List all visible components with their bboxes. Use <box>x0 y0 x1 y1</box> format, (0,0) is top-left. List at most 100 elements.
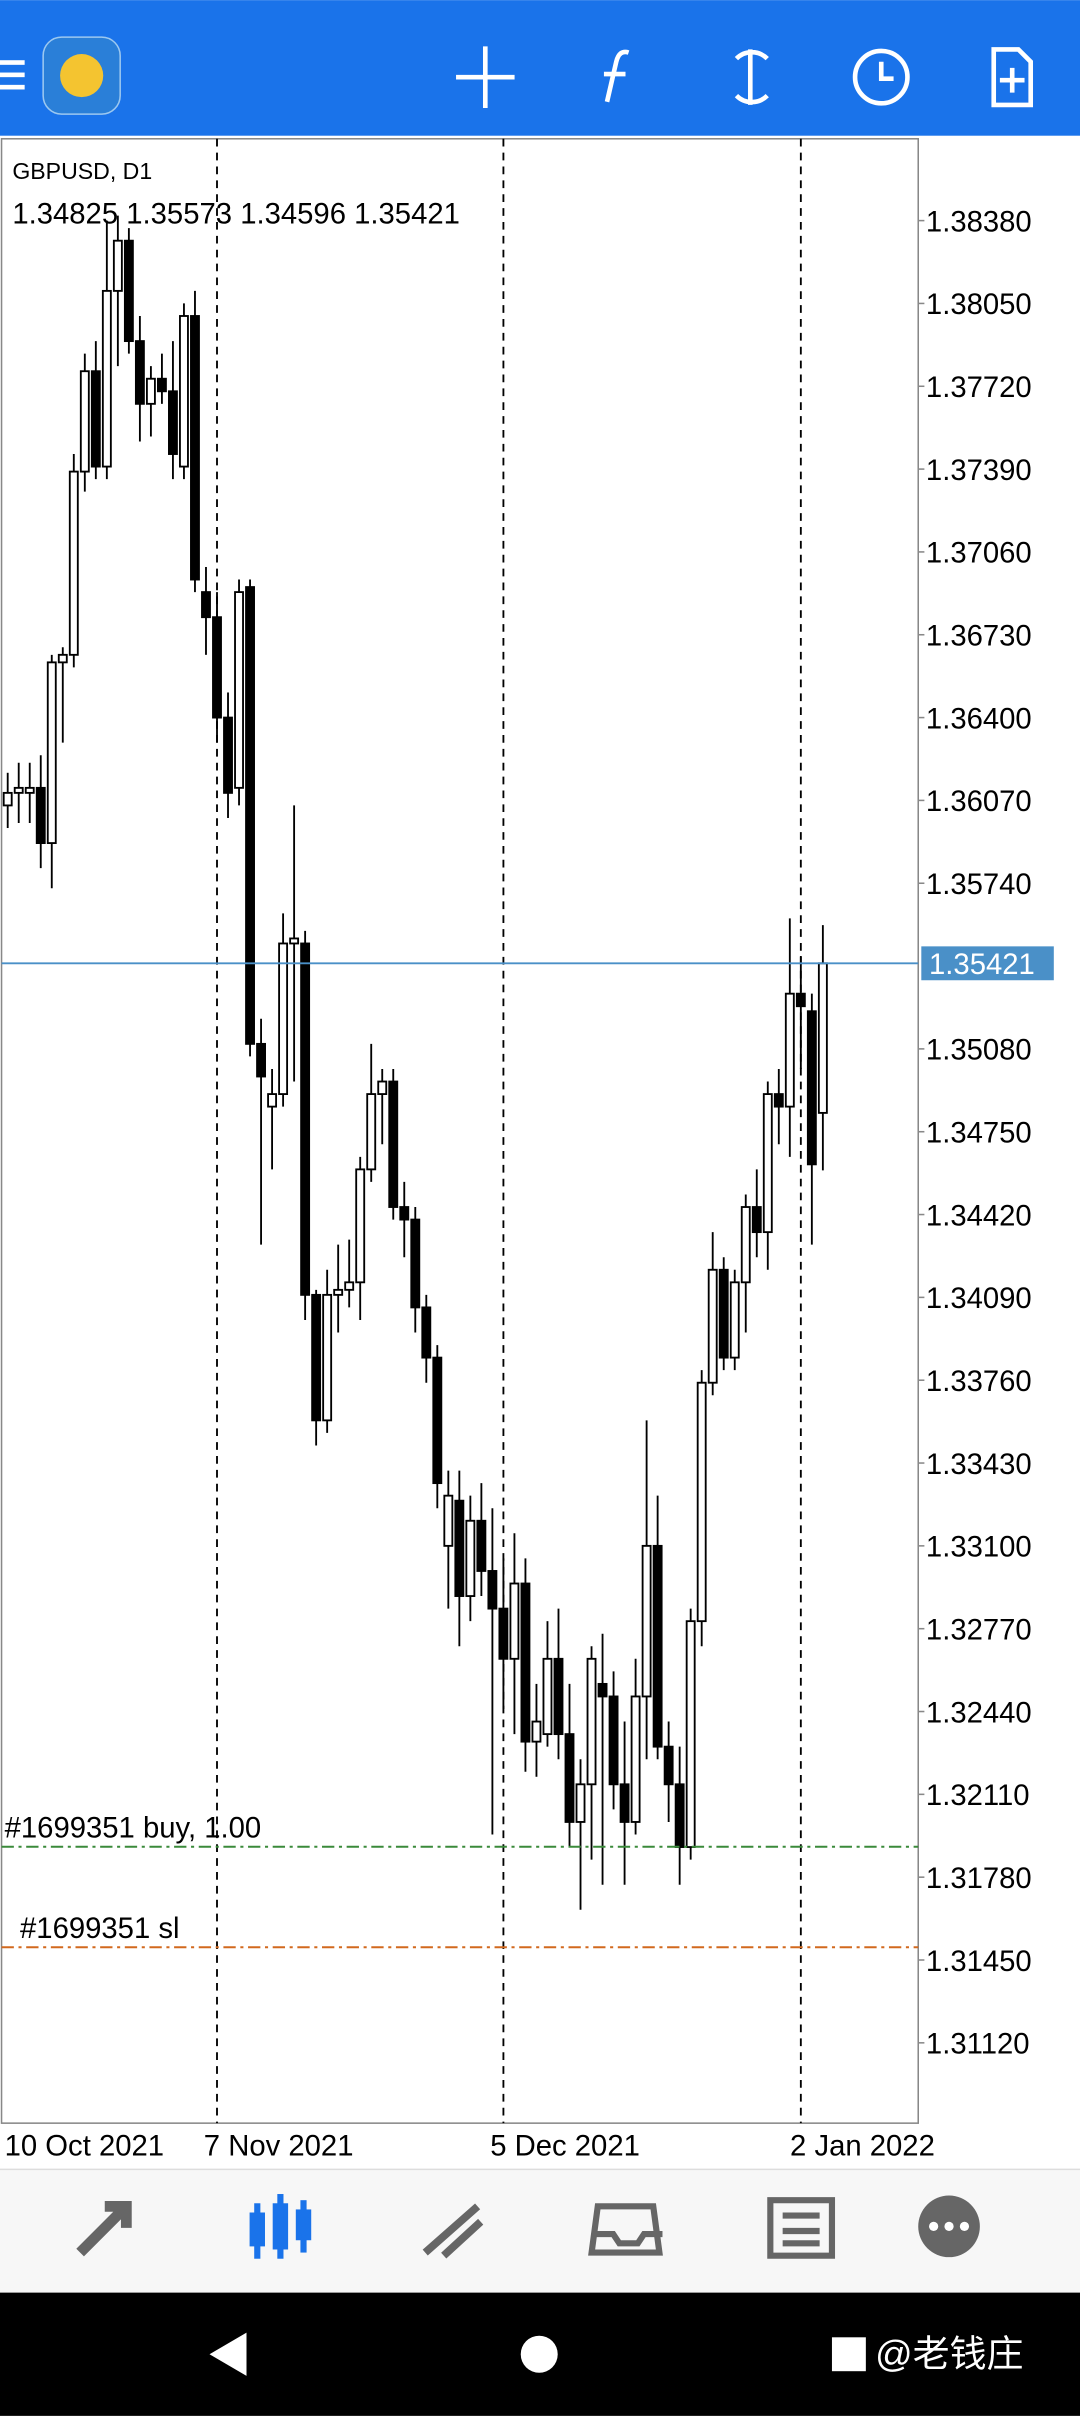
candle-body <box>377 1080 388 1095</box>
home-button[interactable] <box>520 2335 558 2373</box>
menu-button[interactable] <box>0 60 25 90</box>
candle-body <box>531 1720 542 1743</box>
candle-body <box>101 289 112 468</box>
nav-history[interactable] <box>588 2203 663 2256</box>
y-tick-label: 1.32440 <box>926 1697 1032 1729</box>
candle-body <box>608 1695 619 1786</box>
nav-trade[interactable] <box>422 2203 484 2259</box>
candle-body <box>311 1293 322 1422</box>
candle-body <box>234 591 244 789</box>
candle-body <box>156 377 167 393</box>
y-tick-label: 1.32110 <box>926 1780 1030 1812</box>
indicators-button[interactable] <box>603 49 630 103</box>
y-tick-label: 1.31450 <box>926 1946 1032 1978</box>
candle-body <box>498 1607 509 1660</box>
candle-body <box>289 937 300 945</box>
candle-body <box>740 1206 751 1284</box>
candle-body <box>432 1356 443 1485</box>
candle-body <box>90 370 101 468</box>
candle-body <box>179 315 189 468</box>
nav-news[interactable] <box>767 2197 836 2259</box>
new-order-button[interactable] <box>991 47 1034 108</box>
candle-body <box>509 1582 520 1660</box>
y-tick-label: 1.37390 <box>926 455 1032 487</box>
y-tick-label: 1.34090 <box>926 1283 1032 1315</box>
y-tick-label: 1.36730 <box>926 621 1032 653</box>
candle-body <box>223 716 233 794</box>
candle-body <box>685 1620 696 1848</box>
recents-button[interactable] <box>831 2337 866 2372</box>
ohlc-value: 1.34825 <box>12 199 118 231</box>
candle-body <box>410 1218 421 1309</box>
candle-body <box>245 586 255 1045</box>
candle-body <box>718 1268 729 1359</box>
y-tick-label: 1.33430 <box>926 1449 1032 1481</box>
candle-body <box>399 1206 410 1221</box>
y-tick-label: 1.36400 <box>926 703 1032 735</box>
nav-messages[interactable] <box>918 2195 980 2258</box>
y-tick-label: 1.33100 <box>926 1532 1032 1564</box>
candle-body <box>145 377 156 405</box>
nav-chart[interactable] <box>249 2194 312 2259</box>
candle-body <box>443 1494 454 1547</box>
y-tick-label: 1.31780 <box>926 1863 1032 1895</box>
candle-body <box>784 992 795 1108</box>
candle-body <box>465 1519 476 1597</box>
candle-body <box>134 340 145 405</box>
ohlc-value: 1.35573 <box>126 199 232 231</box>
candle-body <box>597 1682 608 1698</box>
candle-body <box>168 390 178 455</box>
crosshair-button[interactable] <box>456 46 515 108</box>
x-tick-label: 2 Jan 2022 <box>790 2131 935 2163</box>
x-tick-label: 5 Dec 2021 <box>490 2131 640 2163</box>
candle-body <box>344 1281 355 1291</box>
candle-body <box>641 1544 652 1698</box>
candle-body <box>68 470 79 656</box>
candle-body <box>476 1519 487 1572</box>
y-tick-label: 1.37060 <box>926 538 1032 570</box>
candle-body <box>190 315 200 581</box>
chart-title: GBPUSD, D1 <box>12 158 152 184</box>
candle-body <box>575 1783 586 1823</box>
candle-body <box>421 1306 432 1359</box>
candle-body <box>46 661 57 845</box>
price-tag <box>921 946 1054 981</box>
candle-body <box>79 370 90 473</box>
y-tick-label: 1.36070 <box>926 786 1032 818</box>
candle-body <box>751 1206 762 1234</box>
candle-body <box>773 1093 784 1108</box>
candle-body <box>520 1582 531 1743</box>
candle-body <box>57 653 68 664</box>
y-tick-label: 1.35080 <box>926 1035 1032 1067</box>
candle-body <box>630 1695 641 1823</box>
ohlc-value: 1.34596 <box>240 199 346 231</box>
nav-quotes[interactable] <box>76 2200 132 2257</box>
y-tick-label: 1.35740 <box>926 869 1032 901</box>
candle-body <box>300 942 311 1296</box>
candle-body <box>112 239 123 292</box>
candle-body <box>619 1783 630 1823</box>
timeframe-button[interactable] <box>852 48 910 106</box>
candle-body <box>652 1544 663 1748</box>
y-tick-label: 1.31120 <box>926 2029 1030 2061</box>
candle-body <box>366 1093 377 1171</box>
candle-body <box>762 1093 773 1234</box>
symbols-button[interactable] <box>734 49 769 105</box>
candle-body <box>729 1281 740 1359</box>
app-logo-mark <box>60 54 104 98</box>
x-tick-label: 7 Nov 2021 <box>204 2131 354 2163</box>
candle-body <box>2 791 13 807</box>
order-label: #1699351 sl <box>20 1913 179 1945</box>
candle-body <box>13 786 24 794</box>
candle-body <box>663 1745 674 1786</box>
candle-body <box>696 1381 707 1623</box>
bottom-nav <box>0 2168 1080 2293</box>
y-tick-label: 1.34750 <box>926 1118 1032 1150</box>
candle-body <box>454 1499 465 1597</box>
candle-body <box>123 239 134 343</box>
y-tick-label: 1.33760 <box>926 1366 1032 1398</box>
candle-body <box>487 1570 498 1610</box>
back-button[interactable] <box>209 2332 247 2376</box>
